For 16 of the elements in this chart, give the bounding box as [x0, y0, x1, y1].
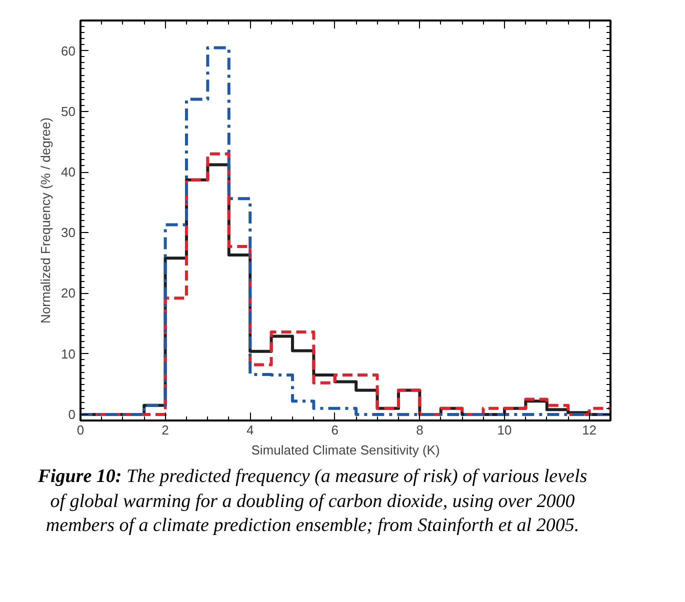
y-tick-label: 40	[61, 164, 76, 180]
y-tick-label: 0	[68, 406, 76, 422]
y-axis-title: Normalized Frequency (% / degree)	[38, 118, 54, 324]
x-tick-label: 6	[331, 422, 339, 438]
y-tick-label: 60	[61, 43, 76, 58]
x-axis-title: Simulated Climate Sensitivity (K)	[251, 442, 440, 458]
x-tick-label: 12	[582, 422, 597, 438]
y-tick-label: 50	[61, 104, 76, 119]
y-tick-label: 30	[61, 225, 76, 240]
caption: Figure 10: The predicted frequency (a measure of risk) of various levels of global warming for a doubling of carbon dioxide, using over 2000 members of a climate prediction ensemble; from Stainforth et al 2005.	[36, 465, 588, 538]
y-tick-label: 20	[61, 286, 76, 301]
x-tick-label: 2	[162, 422, 169, 438]
x-tick-label: 8	[416, 422, 424, 438]
y-tick-label: 10	[61, 346, 76, 362]
x-tick-label: 4	[246, 422, 254, 438]
x-tick-label: 10	[497, 422, 512, 438]
